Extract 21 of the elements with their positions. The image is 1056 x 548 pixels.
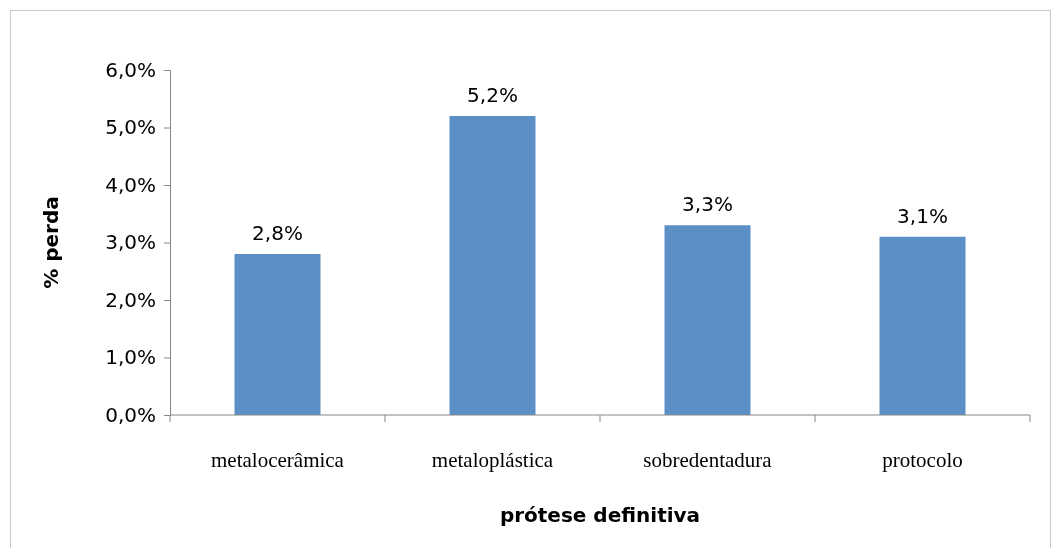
y-tick-label: 5,0%	[105, 115, 156, 140]
x-tick-label: sobredentadura	[643, 448, 773, 472]
y-tick-label: 3,0%	[105, 230, 156, 255]
y-tick-label: 6,0%	[105, 57, 156, 82]
bar	[664, 225, 751, 415]
x-axis-title: prótese definitiva	[499, 503, 701, 527]
y-tick-label: 2,0%	[105, 287, 156, 312]
x-tick-label: metalocerâmica	[211, 448, 345, 472]
bar	[449, 116, 536, 415]
data-label: 5,2%	[467, 83, 518, 107]
data-label: 3,3%	[682, 192, 733, 217]
y-tick-label: 1,0%	[105, 345, 156, 370]
x-tick-label: metaloplástica	[431, 448, 554, 472]
bar	[234, 254, 321, 415]
data-label: 3,1%	[897, 203, 948, 228]
y-tick-label: 0,0%	[105, 402, 156, 427]
y-axis-title: % perda	[39, 196, 63, 289]
y-tick-label: 4,0%	[105, 172, 156, 197]
bar	[879, 236, 966, 415]
data-label: 2,8%	[252, 221, 303, 245]
x-tick-label: protocolo	[882, 448, 963, 472]
